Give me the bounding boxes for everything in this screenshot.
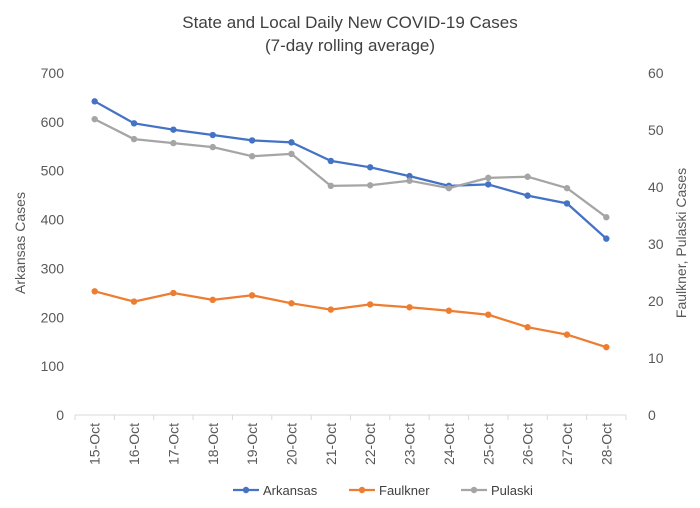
data-point-faulkner [524,324,531,331]
data-point-faulkner [288,300,295,307]
y-tick-label: 700 [41,65,65,81]
data-point-faulkner [91,288,98,295]
x-tick-label: 20-Oct [283,423,299,465]
y2-tick-label: 0 [648,407,656,423]
data-point-faulkner [209,296,216,304]
data-point-pulaski [248,153,256,160]
y2-tick-label: 10 [648,350,664,366]
y-tick-label: 500 [41,163,65,179]
data-point-arkansas [288,139,295,146]
x-tick-label: 26-Oct [520,423,536,465]
data-point-pulaski [130,135,138,143]
y2-tick-label: 30 [648,236,664,252]
data-point-arkansas [485,181,492,188]
data-point-arkansas [130,120,138,127]
data-point-arkansas [366,164,374,171]
data-point-pulaski [524,173,531,180]
data-point-faulkner [445,307,453,314]
x-tick-label: 28-Oct [598,423,614,465]
series-line-arkansas [93,100,608,240]
legend-marker-faulkner [358,486,366,494]
x-tick-label: 22-Oct [362,423,378,465]
data-point-faulkner [563,331,571,338]
data-point-arkansas [563,200,571,207]
y2-tick-label: 50 [648,122,664,138]
y-tick-label: 100 [41,358,65,374]
y2-tick-label: 20 [648,293,664,309]
series-line-faulkner [93,290,608,349]
y-tick-label: 200 [41,309,65,325]
data-point-pulaski [485,174,492,182]
x-tick-label: 18-Oct [205,423,221,465]
data-point-arkansas [327,157,335,165]
legend: Arkansas Faulkner Pulaski [233,483,533,498]
chart-title: State and Local Daily New COVID-19 Cases [182,13,517,32]
y2-tick-label: 40 [648,179,664,195]
y-axis-title: Arkansas Cases [12,192,28,294]
chart-subtitle: (7-day rolling average) [265,36,435,55]
y2-tick-label: 60 [648,65,664,81]
x-tick-label: 24-Oct [441,423,457,465]
data-point-arkansas [91,98,98,105]
data-point-arkansas [170,126,177,133]
x-tick-label: 21-Oct [323,423,339,465]
legend-label-pulaski: Pulaski [491,483,533,498]
y-tick-label: 300 [41,260,65,276]
legend-label-faulkner: Faulkner [379,483,430,498]
plot-area: 15-Oct 16-Oct 17-Oct 18-Oct 19-Oct 20-Oct 21-O… [41,65,664,465]
legend-marker-pulaski [470,486,478,494]
data-point-pulaski [209,143,216,151]
legend-marker-arkansas [242,486,250,494]
y2-axis-title: Faulkner, Pulaski Cases [673,168,689,318]
x-tick-label: 25-Oct [480,423,496,465]
data-point-pulaski [288,150,295,158]
data-point-pulaski [91,115,98,123]
data-point-faulkner [485,311,492,318]
series-line-pulaski [93,118,608,219]
data-point-faulkner [130,298,138,305]
x-tick-label: 23-Oct [402,423,418,465]
y-tick-label: 600 [41,114,65,130]
data-point-faulkner [366,301,374,308]
data-point-arkansas [603,235,610,242]
data-point-faulkner [170,289,177,297]
x-tick-label: 27-Oct [559,423,575,465]
data-point-arkansas [406,172,413,180]
y-tick-label: 0 [56,407,64,423]
x-tick-label: 19-Oct [244,423,260,465]
data-point-arkansas [248,137,256,144]
data-point-faulkner [603,343,610,351]
data-point-faulkner [248,292,256,299]
data-point-pulaski [170,139,177,147]
data-point-arkansas [209,131,216,139]
x-tick-label: 17-Oct [165,423,181,465]
data-point-pulaski [445,184,453,192]
data-point-pulaski [327,182,335,190]
data-point-pulaski [603,214,610,221]
data-point-pulaski [406,177,413,184]
data-point-faulkner [406,304,413,311]
data-point-faulkner [327,306,335,313]
data-point-pulaski [366,182,374,189]
x-tick-label: 16-Oct [126,423,142,465]
data-point-arkansas [524,192,531,199]
x-tick-label: 15-Oct [87,423,103,465]
y-tick-label: 400 [41,212,65,228]
data-point-pulaski [563,184,571,192]
legend-label-arkansas: Arkansas [263,483,318,498]
